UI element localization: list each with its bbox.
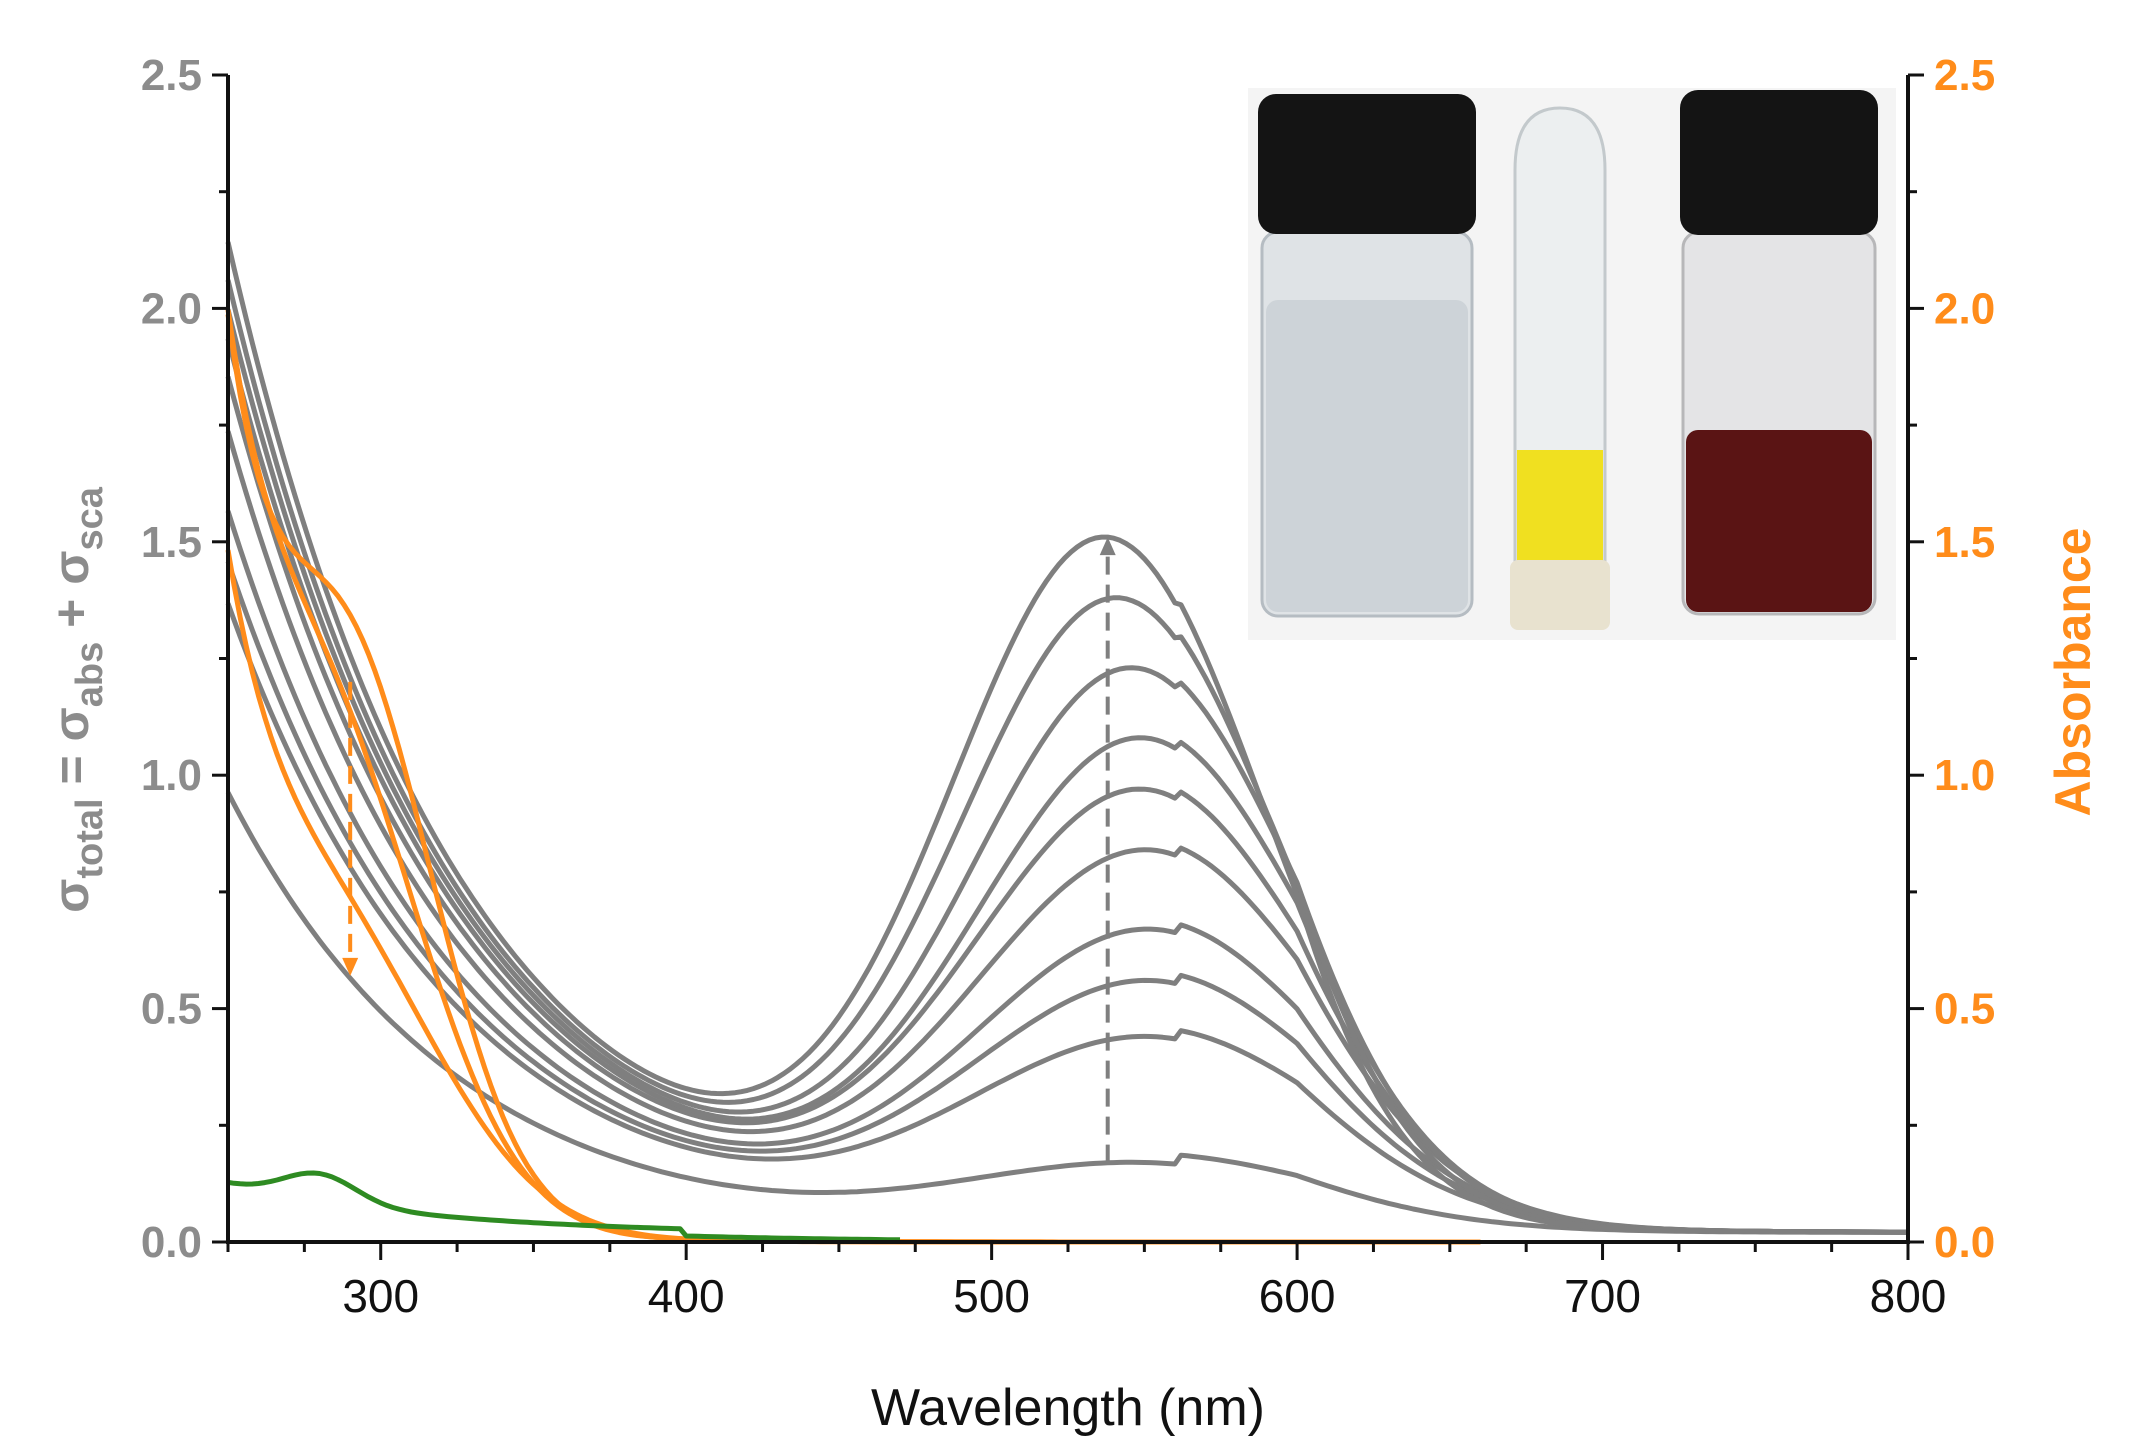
ylabel-plus: + xyxy=(43,585,99,642)
gray-spectrum-10 xyxy=(225,241,1908,1235)
ylabel-sigma-1: σ xyxy=(43,879,99,913)
ylabel-subscript-sca: sca xyxy=(69,486,111,550)
ylabel-subscript-abs: abs xyxy=(69,642,111,707)
y-right-tick-label-2.5: 2.5 xyxy=(1934,51,1995,100)
y-right-tick-label-2.0: 2.0 xyxy=(1934,284,1995,333)
x-axis-label: Wavelength (nm) xyxy=(871,1379,1265,1437)
x-tick-label-500: 500 xyxy=(953,1270,1030,1322)
yellow-tube-stand xyxy=(1510,560,1610,630)
x-tick-label-400: 400 xyxy=(648,1270,725,1322)
gray-series-group xyxy=(225,241,1909,1235)
left-y-axis-label: σtotal = σabs + σsca xyxy=(43,486,111,913)
y-left-tick-label-0.0: 0.0 xyxy=(141,1218,202,1267)
annotation-arrowhead-2 xyxy=(342,957,359,976)
y-right-tick-label-1.0: 1.0 xyxy=(1934,751,1995,800)
ylabel-sigma-2: σ xyxy=(43,707,99,741)
x-tick-label-600: 600 xyxy=(1259,1270,1336,1322)
red-vial xyxy=(1680,90,1878,616)
x-ticks: 300 400 500 600 700 800 xyxy=(226,1242,1947,1322)
yellow-tube xyxy=(1510,106,1610,630)
red-vial-liquid xyxy=(1686,430,1872,612)
x-tick-label-800: 800 xyxy=(1870,1270,1947,1322)
green-spectrum xyxy=(227,1170,901,1243)
x-tick-label-300: 300 xyxy=(342,1270,419,1322)
ylabel-sigma-3: σ xyxy=(43,551,99,585)
y-right-tick-label-0.5: 0.5 xyxy=(1934,985,1995,1034)
clear-vial-cap xyxy=(1258,94,1476,234)
green-series-group xyxy=(227,1170,901,1243)
y-right-tick-label-0.0: 0.0 xyxy=(1934,1218,1995,1267)
clear-vial xyxy=(1258,94,1476,618)
axes: 300 400 500 600 700 800 0.0 0.5 1.0 1.5 2.0 2.5 0.… xyxy=(141,51,1995,1322)
y-left-tick-label-2.0: 2.0 xyxy=(141,284,202,333)
clear-vial-liquid xyxy=(1266,300,1468,612)
right-y-axis-label: Absorbance xyxy=(2045,528,2101,817)
y-right-tick-label-1.5: 1.5 xyxy=(1934,518,1995,567)
yellow-tube-liquid xyxy=(1517,450,1603,578)
annotation-arrows xyxy=(342,537,1116,1163)
annotation-arrowhead-1 xyxy=(1099,537,1116,556)
ylabel-subscript-total: total xyxy=(69,798,111,878)
y-left-tick-label-0.5: 0.5 xyxy=(141,985,202,1034)
y-left-tick-label-1.0: 1.0 xyxy=(141,751,202,800)
ylabel-equals: = xyxy=(43,741,99,798)
red-vial-cap xyxy=(1680,90,1878,235)
x-tick-label-700: 700 xyxy=(1564,1270,1641,1322)
y-ticks-left: 0.0 0.5 1.0 1.5 2.0 2.5 xyxy=(141,51,228,1267)
y-left-tick-label-2.5: 2.5 xyxy=(141,51,202,100)
y-left-tick-label-1.5: 1.5 xyxy=(141,518,202,567)
inset-vial-photo xyxy=(1248,88,1896,640)
gray-spectrum-3 xyxy=(225,560,1908,1235)
y-ticks-right: 0.0 0.5 1.0 1.5 2.0 2.5 xyxy=(1908,51,1995,1267)
